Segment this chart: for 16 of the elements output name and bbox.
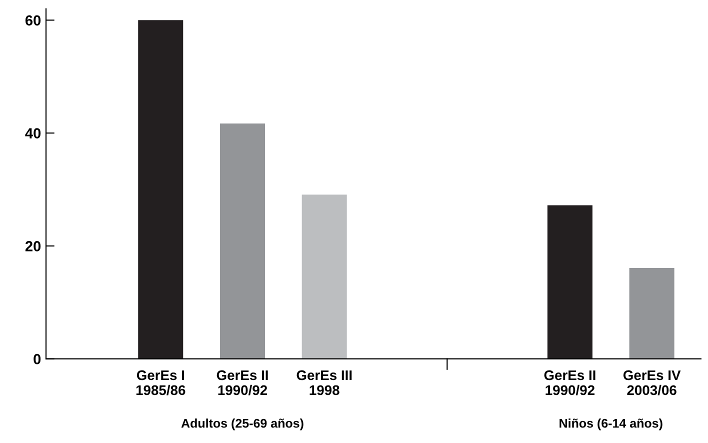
x-tick-label: GerEs III 1998 (296, 370, 352, 396)
text: Niños (6-14 años) (560, 418, 662, 430)
bar (220, 123, 265, 359)
y-tick-label: 60 (25, 15, 41, 26)
x-tick-label: GerEs II 1990/92 (216, 370, 268, 396)
y-tick-label: 40 (25, 128, 41, 138)
y-tick-label: 20 (25, 241, 41, 252)
y-tick-label: 0 (34, 354, 41, 364)
bar (629, 268, 674, 359)
bar (302, 194, 347, 359)
x-tick-label: GerEs IV 2003/06 (623, 370, 681, 396)
bar (138, 20, 184, 359)
x-tick-label: GerEs I 1985/86 (136, 370, 186, 396)
x-tick-label: GerEs II 1990/92 (544, 370, 596, 396)
bar (547, 205, 592, 359)
text: Adultos (25-69 años) (181, 418, 304, 430)
